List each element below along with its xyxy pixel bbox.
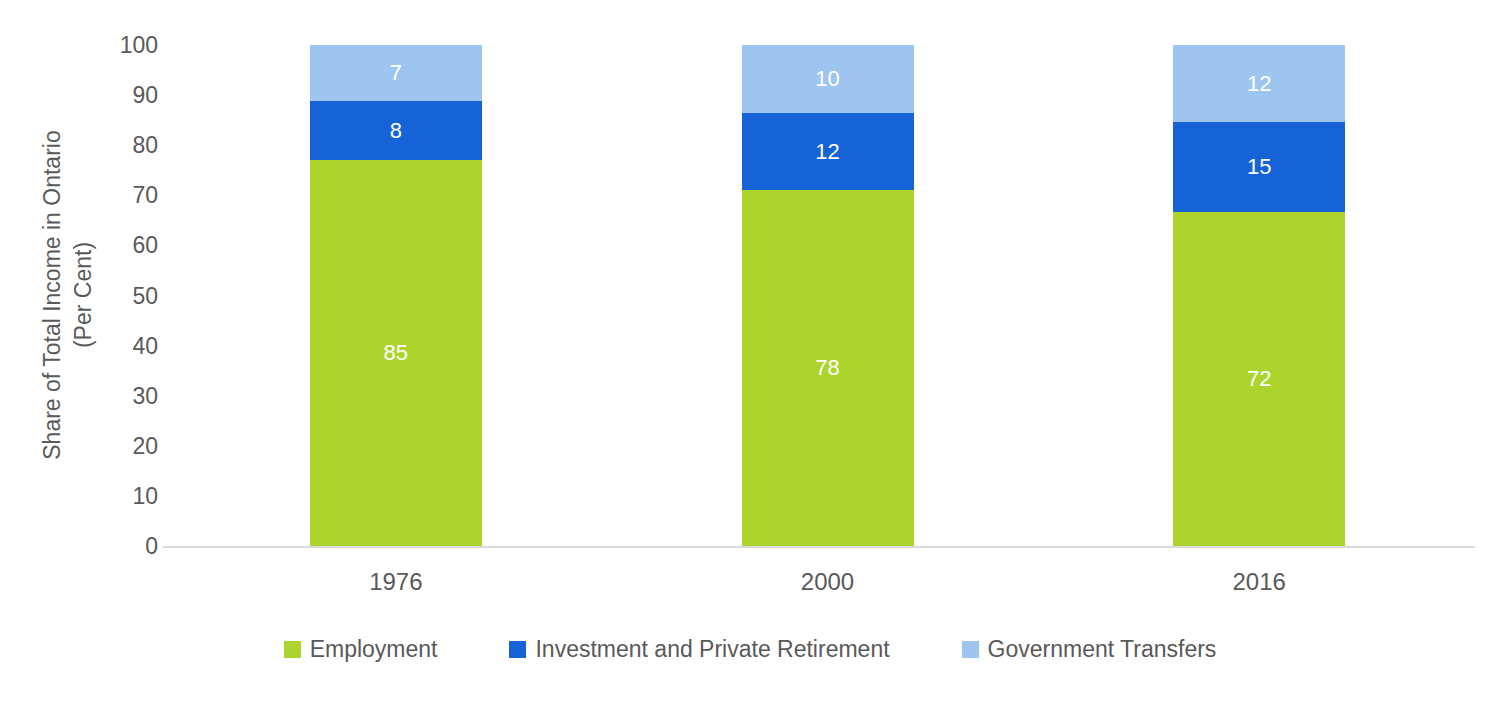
- x-axis-labels: 197620002016: [180, 568, 1475, 596]
- segment-employment: 72: [1173, 212, 1345, 546]
- y-tick-label: 0: [88, 533, 158, 560]
- stacked-bar-chart: Share of Total Income in Ontario (Per Ce…: [0, 0, 1500, 705]
- y-tick-label: 70: [88, 182, 158, 209]
- y-tick-label: 20: [88, 432, 158, 459]
- y-tick-label: 50: [88, 282, 158, 309]
- x-axis-label-2000: 2000: [612, 568, 1044, 596]
- segment-investment-and-private-retirement: 15: [1173, 122, 1345, 212]
- legend-swatch-icon: [284, 641, 301, 658]
- legend-item-investment-and-private-retirement: Investment and Private Retirement: [509, 636, 889, 663]
- segment-investment-and-private-retirement: 8: [310, 101, 482, 161]
- legend: Employment Investment and Private Retirem…: [0, 636, 1500, 663]
- bar-2000: 10 12 78: [742, 45, 914, 546]
- plot-area: 7885101278121572: [180, 45, 1475, 546]
- legend-item-government-transfers: Government Transfers: [962, 636, 1217, 663]
- legend-label: Government Transfers: [988, 636, 1217, 663]
- data-label: 12: [815, 139, 839, 165]
- x-axis-label-2016: 2016: [1043, 568, 1475, 596]
- y-tick-label: 30: [88, 382, 158, 409]
- bar-1976: 7 8 85: [310, 45, 482, 546]
- y-tick-label: 10: [88, 482, 158, 509]
- bar-slot-1976: 7 8 85: [180, 45, 612, 546]
- segment-investment-and-private-retirement: 12: [742, 113, 914, 190]
- segment-government-transfers: 10: [742, 45, 914, 113]
- segment-government-transfers: 12: [1173, 45, 1345, 122]
- segment-government-transfers: 7: [310, 45, 482, 101]
- bar-slot-2000: 10 12 78: [612, 45, 1044, 546]
- y-tick-label: 80: [88, 132, 158, 159]
- y-tick-label: 60: [88, 232, 158, 259]
- segment-employment: 78: [742, 190, 914, 546]
- data-label: 78: [815, 355, 839, 381]
- y-axis-title-line1: Share of Total Income in Ontario: [37, 130, 68, 459]
- y-tick-label: 100: [88, 32, 158, 59]
- bar-2016: 12 15 72: [1173, 45, 1345, 546]
- data-label: 10: [815, 66, 839, 92]
- data-label: 15: [1247, 154, 1271, 180]
- legend-label: Investment and Private Retirement: [535, 636, 889, 663]
- data-label: 8: [390, 118, 402, 144]
- x-axis-label-1976: 1976: [180, 568, 612, 596]
- legend-swatch-icon: [962, 641, 979, 658]
- segment-employment: 85: [310, 160, 482, 546]
- x-axis-line: [163, 546, 1475, 548]
- legend-swatch-icon: [509, 641, 526, 658]
- data-label: 7: [390, 60, 402, 86]
- legend-label: Employment: [310, 636, 438, 663]
- data-label: 85: [384, 340, 408, 366]
- y-tick-label: 40: [88, 332, 158, 359]
- y-tick-label: 90: [88, 82, 158, 109]
- data-label: 72: [1247, 366, 1271, 392]
- bar-slot-2016: 12 15 72: [1043, 45, 1475, 546]
- data-label: 12: [1247, 71, 1271, 97]
- legend-item-employment: Employment: [284, 636, 438, 663]
